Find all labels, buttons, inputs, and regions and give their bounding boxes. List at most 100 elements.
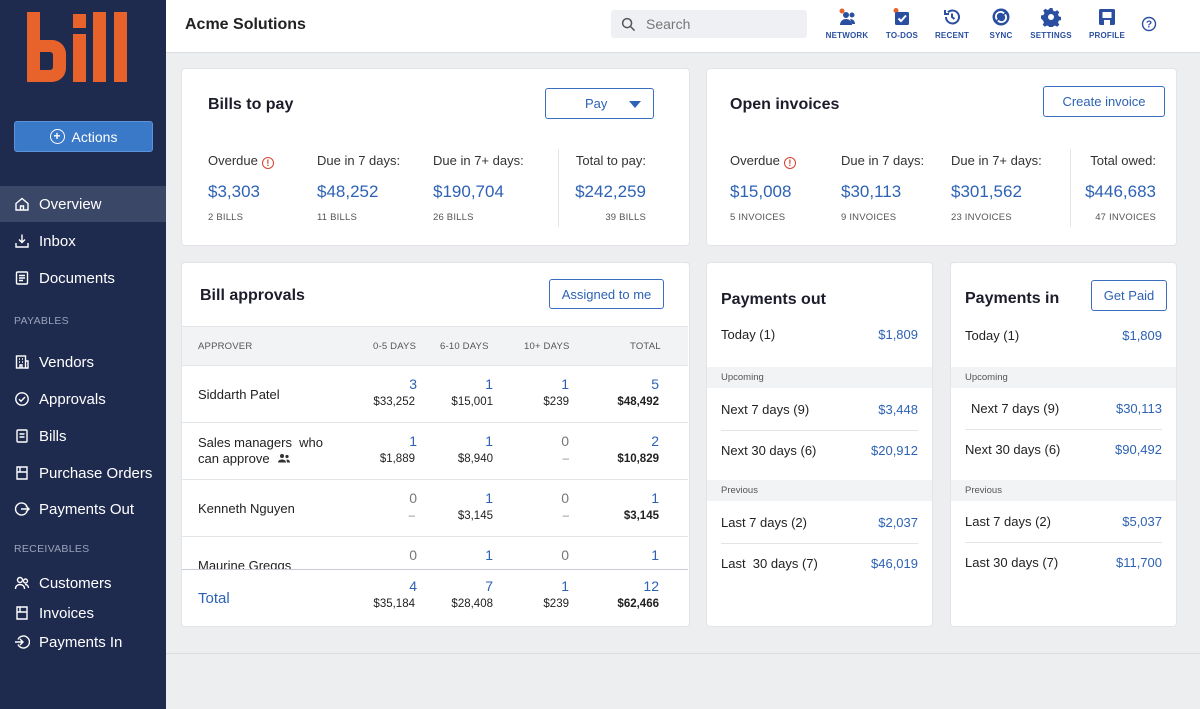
approver-name-line2: can approve xyxy=(198,451,323,467)
sidebar-item-vendors[interactable]: Vendors xyxy=(0,344,166,380)
sidebar-item-label: Customers xyxy=(39,574,112,592)
count-6-10[interactable]: 1 xyxy=(485,433,493,449)
count-total[interactable]: 2 xyxy=(651,433,659,449)
count-6-10[interactable]: 7 xyxy=(485,578,493,594)
sidebar-item-bills[interactable]: Bills xyxy=(0,418,166,454)
pay-button[interactable]: Pay xyxy=(545,88,654,119)
settings-button[interactable]: SETTINGS xyxy=(1025,7,1077,40)
last-7-amount[interactable]: $2,037 xyxy=(878,515,918,530)
sidebar-item-payments-out[interactable]: Payments Out xyxy=(0,491,166,527)
next-7-amount[interactable]: $3,448 xyxy=(878,402,918,417)
due-7plus-label: Due in 7+ days: xyxy=(433,153,524,168)
count-10plus[interactable]: 0 xyxy=(561,433,569,449)
col-total[interactable]: TOTAL xyxy=(630,341,661,352)
amount-0-5: – xyxy=(408,510,415,522)
recent-button[interactable]: RECENT xyxy=(926,7,978,40)
bills-to-pay-card: Bills to pay Pay Overdue! $3,303 2 BILLS… xyxy=(182,69,689,245)
payments-out-next-30[interactable]: Next 30 days (6) $20,912 xyxy=(721,431,918,471)
payments-out-today[interactable]: Today (1) $1,809 xyxy=(721,315,918,355)
count-total[interactable]: 5 xyxy=(651,376,659,392)
sidebar-item-purchase-orders[interactable]: Purchase Orders xyxy=(0,455,166,491)
sidebar-item-documents[interactable]: Documents xyxy=(0,260,166,296)
col-approver[interactable]: APPROVER xyxy=(198,341,253,352)
overdue-amount[interactable]: $3,303 xyxy=(208,182,260,201)
table-row[interactable]: Kenneth Nguyen 0 – 1 $3,145 0 – 1 $3,145 xyxy=(182,480,688,537)
create-invoice-button[interactable]: Create invoice xyxy=(1043,86,1165,117)
next-30-label: Next 30 days (6) xyxy=(965,442,1061,457)
count-total[interactable]: 1 xyxy=(651,490,659,506)
total-to-pay-count: 39 BILLS xyxy=(605,212,646,223)
next-7-amount[interactable]: $30,113 xyxy=(1115,401,1162,416)
count-10plus[interactable]: 1 xyxy=(561,376,569,392)
count-0-5[interactable]: 0 xyxy=(409,547,417,563)
table-row[interactable]: Siddarth Patel 3 $33,252 1 $15,001 1 $23… xyxy=(182,366,688,423)
count-0-5[interactable]: 4 xyxy=(409,578,417,594)
sidebar-item-inbox[interactable]: Inbox xyxy=(0,223,166,259)
count-0-5[interactable]: 0 xyxy=(409,490,417,506)
today-amount[interactable]: $1,809 xyxy=(878,327,918,342)
total-to-pay-amount[interactable]: $242,259 xyxy=(575,182,646,201)
due-7plus-amount[interactable]: $190,704 xyxy=(433,182,504,201)
sync-button[interactable]: SYNC xyxy=(975,7,1027,40)
last-7-amount[interactable]: $5,037 xyxy=(1122,514,1162,529)
payments-out-last-30[interactable]: Last 30 days (7) $46,019 xyxy=(721,544,918,584)
col-6-10-days[interactable]: 6-10 DAYS xyxy=(440,341,489,352)
count-total[interactable]: 12 xyxy=(643,578,659,594)
overdue-label: Overdue! xyxy=(730,153,796,169)
count-10plus[interactable]: 1 xyxy=(561,578,569,594)
col-0-5-days[interactable]: 0-5 DAYS xyxy=(373,341,417,352)
count-6-10[interactable]: 1 xyxy=(485,547,493,563)
table-row[interactable]: Maurine Greggs 0 1 0 1 xyxy=(182,537,688,570)
overdue-amount[interactable]: $15,008 xyxy=(730,182,792,201)
last-7-label: Last 7 days (2) xyxy=(965,514,1051,529)
payments-in-today[interactable]: Today (1) $1,809 xyxy=(965,316,1162,356)
sidebar-item-overview[interactable]: Overview xyxy=(0,186,166,222)
last-30-amount[interactable]: $46,019 xyxy=(871,556,918,571)
payments-in-last-30[interactable]: Last 30 days (7) $11,700 xyxy=(965,543,1162,583)
count-0-5[interactable]: 1 xyxy=(409,433,417,449)
next-30-amount[interactable]: $20,912 xyxy=(871,443,918,458)
profile-button[interactable]: PROFILE xyxy=(1081,7,1133,40)
payments-in-next-7[interactable]: Next 7 days (9) $30,113 xyxy=(965,389,1162,429)
today-amount[interactable]: $1,809 xyxy=(1122,328,1162,343)
search-input[interactable]: Search xyxy=(611,10,807,38)
next-30-amount[interactable]: $90,492 xyxy=(1115,442,1162,457)
last-30-amount[interactable]: $11,700 xyxy=(1115,555,1162,570)
total-owed-label: Total owed: xyxy=(1090,153,1156,168)
sidebar-item-label: Overview xyxy=(39,195,102,213)
network-button[interactable]: NETWORK xyxy=(821,7,873,40)
today-label: Today (1) xyxy=(965,328,1020,343)
payments-out-next-7[interactable]: Next 7 days (9) $3,448 xyxy=(721,390,918,430)
count-0-5[interactable]: 3 xyxy=(409,376,417,392)
bill-logo[interactable] xyxy=(24,10,136,88)
actions-button[interactable]: + Actions xyxy=(14,121,153,152)
assigned-to-me-button[interactable]: Assigned to me xyxy=(549,279,664,309)
count-10plus[interactable]: 0 xyxy=(561,547,569,563)
company-name[interactable]: Acme Solutions xyxy=(185,16,306,33)
approver-name: Sales managers who can approve xyxy=(198,435,323,467)
due-7-amount[interactable]: $48,252 xyxy=(317,182,379,201)
sidebar-item-payments-in[interactable]: Payments In xyxy=(0,624,166,660)
payments-out-last-7[interactable]: Last 7 days (2) $2,037 xyxy=(721,503,918,543)
count-6-10[interactable]: 1 xyxy=(485,490,493,506)
sidebar-item-customers[interactable]: Customers xyxy=(0,565,166,601)
col-10plus-days[interactable]: 10+ DAYS xyxy=(524,341,570,352)
due-7plus-amount[interactable]: $301,562 xyxy=(951,182,1022,201)
todos-button[interactable]: TO-DOS xyxy=(876,7,928,40)
footer-divider xyxy=(166,653,1200,654)
help-icon[interactable]: ? xyxy=(1141,16,1157,32)
amount-0-5: $1,889 xyxy=(379,453,415,465)
sidebar-item-approvals[interactable]: Approvals xyxy=(0,381,166,417)
count-6-10[interactable]: 1 xyxy=(485,376,493,392)
table-row[interactable]: Sales managers who can approve 1 $1,889 … xyxy=(182,423,688,480)
get-paid-button[interactable]: Get Paid xyxy=(1091,280,1167,311)
total-owed-amount[interactable]: $446,683 xyxy=(1085,182,1156,201)
count-total[interactable]: 1 xyxy=(651,547,659,563)
open-invoices-title: Open invoices xyxy=(730,96,840,113)
count-10plus[interactable]: 0 xyxy=(561,490,569,506)
amount-6-10: $28,408 xyxy=(451,598,493,610)
sidebar-item-invoices[interactable]: Invoices xyxy=(0,595,166,631)
payments-in-last-7[interactable]: Last 7 days (2) $5,037 xyxy=(965,502,1162,542)
due-7-amount[interactable]: $30,113 xyxy=(841,182,902,201)
payments-in-next-30[interactable]: Next 30 days (6) $90,492 xyxy=(965,430,1162,470)
